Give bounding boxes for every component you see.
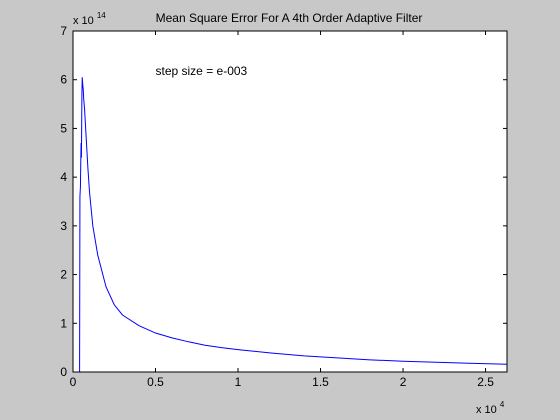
y-exponent: 14 [97,11,106,20]
y-tick-label: 6 [60,73,67,87]
y-tick-label: 5 [60,121,67,135]
y-tick-label: 3 [60,219,67,233]
y-tick-label: 4 [60,170,67,184]
y-exponent-label: x 10 14 [73,11,106,27]
series-layer [73,77,508,373]
x-tick-label: 0.5 [147,375,164,389]
x-tick-label: 2 [400,375,407,389]
mse-series-line [73,77,508,373]
x-exponent: 4 [500,400,505,409]
plot-area [73,31,507,372]
y-tick-label: 0 [60,365,67,379]
x-multiplier: x 10 [476,404,497,416]
plot-frame [72,30,508,373]
x-tick-label: 1.5 [312,375,329,389]
x-tick-label: 2.5 [477,375,494,389]
y-tick-label: 2 [60,268,67,282]
y-tick-label: 1 [60,316,67,330]
x-tick-label: 0 [70,375,77,389]
x-axis: 0 0.5 1 1.5 2 2.5 [70,31,494,389]
y-axis: 0 1 2 3 4 5 6 7 [60,24,507,379]
x-exponent-label: x 10 4 [476,400,505,416]
chart-title: Mean Square Error For A 4th Order Adapti… [156,11,423,25]
chart-annotation: step size = e-003 [156,64,248,78]
y-multiplier: x 10 [73,15,94,27]
x-tick-label: 1 [235,375,242,389]
y-tick-label: 7 [60,24,67,38]
